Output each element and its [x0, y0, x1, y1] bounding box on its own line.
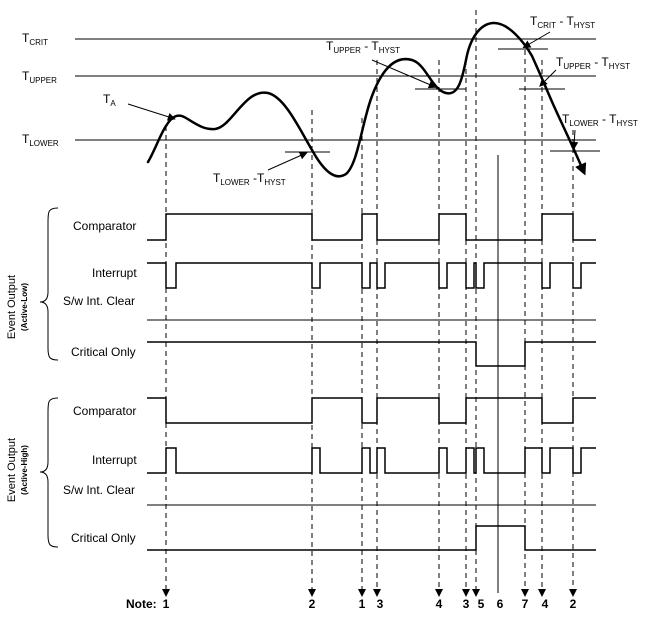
note-item: 2 [309, 597, 316, 611]
active-high-brace [39, 397, 59, 548]
t-crit-label: TCRIT [22, 31, 48, 47]
active-high-title: Event Output [6, 438, 18, 502]
temperature-curve [146, 21, 587, 178]
ah-critical-label: Critical Only [71, 531, 136, 545]
note-item: 3 [463, 597, 470, 611]
al-sw-clear-label: S/w Int. Clear [63, 294, 135, 308]
note-item: 4 [436, 597, 443, 611]
upper-hyst-right-label: TUPPER - THYST [556, 55, 630, 71]
note-item: 3 [377, 597, 384, 611]
upper-hyst-leader [371, 59, 437, 89]
crit-hyst-label: TCRIT - THYST [530, 14, 595, 30]
note-item: 1 [163, 597, 170, 611]
al-critical-label: Critical Only [71, 345, 136, 359]
t-a-leader [127, 103, 176, 121]
crit-hyst-leader [522, 31, 551, 49]
ah-critical-wave [147, 525, 596, 551]
al-interrupt-label: Interrupt [92, 266, 137, 280]
active-low-subtitle: (Active-Low) [20, 283, 29, 331]
t-a-label: TA [103, 92, 116, 108]
active-high-subtitle: (Active-High) [20, 445, 29, 495]
al-comparator-wave [147, 213, 596, 241]
note-item: 2 [570, 597, 577, 611]
note-item: 4 [542, 597, 549, 611]
active-low-title: Event Output [6, 275, 18, 339]
t-lower-label: TLOWER [22, 132, 59, 148]
t-upper-label: TUPPER [22, 69, 57, 85]
ah-comparator-label: Comparator [73, 404, 136, 418]
upper-hyst-label: TUPPER - THYST [326, 39, 400, 55]
ah-interrupt-wave [147, 447, 596, 474]
event-guides [162, 10, 577, 597]
lower-hyst-right-label: TLOWER - THYST [562, 112, 638, 128]
al-interrupt-wave [147, 262, 596, 289]
note-item: 7 [522, 597, 529, 611]
note-prefix: Note: [126, 597, 157, 611]
al-critical-wave [147, 341, 596, 367]
note-item: 5 [478, 597, 485, 611]
ah-interrupt-label: Interrupt [92, 453, 137, 467]
lower-hyst-label: TLOWER -THYST [213, 171, 286, 187]
ah-sw-clear-label: S/w Int. Clear [63, 483, 135, 497]
al-comparator-label: Comparator [73, 219, 136, 233]
lower-hyst-right-leader [570, 129, 579, 150]
active-low-brace [39, 207, 59, 361]
lower-hyst-leader [267, 151, 308, 171]
note-item: 1 [359, 597, 366, 611]
note-numbers: 1 2 1 3 4 3 5 6 7 4 2 [163, 597, 577, 611]
ah-comparator-wave [147, 397, 596, 424]
note-item: 6 [497, 597, 504, 611]
